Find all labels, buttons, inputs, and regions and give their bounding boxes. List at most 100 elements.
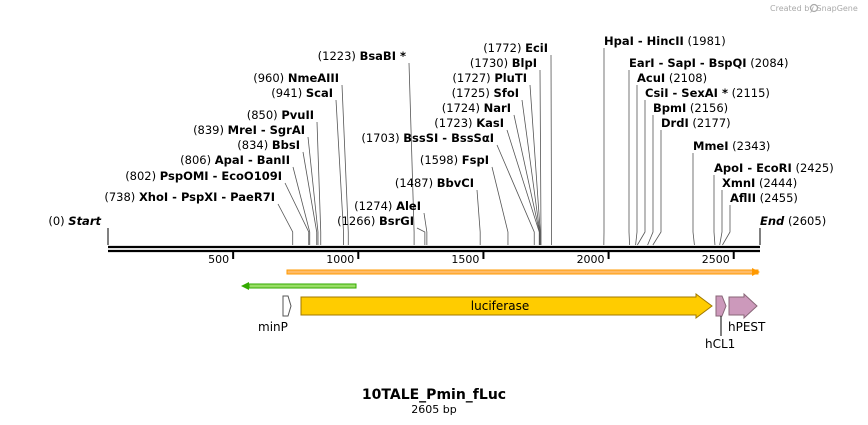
cut-site-bsssi[interactable]: (1703) BssSI - BssSαI: [361, 131, 494, 145]
cut-site-enzyme: ApoI - EcoRI: [714, 161, 792, 175]
feature-minP[interactable]: minP: [258, 295, 292, 334]
cut-site-pspomi[interactable]: (802) PspOMI - EcoO109I: [125, 169, 282, 183]
cut-site-pluti[interactable]: (1727) PluTI: [452, 71, 527, 85]
cut-site-fspi[interactable]: (1598) FspI: [420, 153, 489, 167]
cut-site-ecii[interactable]: (1772) EciI: [483, 41, 548, 55]
cut-site-alei[interactable]: (1274) AleI: [354, 199, 421, 213]
cut-site-position: (2084): [750, 56, 788, 70]
cut-site-eari[interactable]: EarI - SapI - BspQI (2084): [629, 56, 788, 70]
cut-site-position: (2605): [788, 214, 826, 228]
cut-site-position: (1724): [442, 101, 480, 115]
cut-site-leader: [713, 175, 716, 246]
cut-site-bsrgi[interactable]: (1266) BsrGI: [337, 214, 414, 228]
snapgene-credit: Created by SnapGene: [770, 4, 858, 13]
cut-site-nmeaiii[interactable]: (960) NmeAIII: [253, 71, 339, 85]
cut-site-leader: [302, 151, 318, 245]
feature-luciferase[interactable]: luciferase: [300, 293, 713, 319]
cut-site-apai[interactable]: (806) ApaI - BanII: [180, 153, 290, 167]
cut-site-enzyme: AleI: [396, 199, 421, 213]
cut-site-xmni[interactable]: XmnI (2444): [722, 176, 797, 190]
cut-site-bbsi[interactable]: (834) BbsI: [237, 138, 300, 152]
cut-site-position: (941): [271, 86, 302, 100]
cut-site-end[interactable]: End (2605): [760, 214, 826, 228]
cut-site-leader: [416, 227, 426, 245]
orf-forward[interactable]: [286, 268, 760, 276]
cut-site-position: (2343): [732, 139, 770, 153]
cut-site-enzyme: EciI: [525, 41, 548, 55]
axis-tick-label: 1500: [451, 253, 479, 266]
cut-site-blpi[interactable]: (1730) BlpI: [470, 56, 537, 70]
cut-site-leader: [692, 153, 695, 246]
cut-site-position: (850): [247, 108, 278, 122]
cut-site-position: (1274): [354, 199, 392, 213]
cut-site-labels: (0) Start(738) XhoI - PspXI - PaeR7I (802…: [48, 34, 833, 228]
cut-site-pvuii[interactable]: (850) PvuII: [247, 108, 314, 122]
cut-site-position: (1772): [483, 41, 521, 55]
cut-site-position: (1730): [470, 56, 508, 70]
cut-site-enzyme: NarI: [484, 101, 511, 115]
cut-site-mmei[interactable]: MmeI (2343): [693, 139, 770, 153]
cut-site-sfoi[interactable]: (1725) SfoI: [452, 86, 519, 100]
cut-site-position: (2115): [732, 86, 770, 100]
cut-site-mrei[interactable]: (839) MreI - SgrAI: [193, 123, 305, 137]
cut-site-position: (1981): [687, 34, 725, 48]
cut-site-position: (2455): [760, 191, 798, 205]
cut-site-xhoi[interactable]: (738) XhoI - PspXI - PaeR7I: [104, 190, 275, 204]
cut-site-scai[interactable]: (941) ScaI: [271, 86, 333, 100]
cut-site-enzyme: BsaBI *: [360, 49, 406, 63]
cut-site-aflii[interactable]: AflII (2455): [730, 191, 798, 205]
snapgene-logo-icon: [809, 3, 819, 13]
cut-site-position: (1598): [420, 153, 458, 167]
cut-site-leaders: [107, 48, 761, 246]
cut-site-enzyme: XhoI - PspXI - PaeR7I: [139, 190, 275, 204]
cut-site-leader: [284, 182, 310, 245]
cut-site-position: (1223): [318, 49, 356, 63]
cut-site-leader: [539, 69, 542, 245]
cut-site-leader: [277, 203, 294, 245]
cut-site-enzyme: End: [760, 214, 785, 228]
cut-site-leader: [423, 212, 428, 245]
orf-reverse[interactable]: [241, 282, 357, 290]
cut-site-enzyme: XmnI: [722, 176, 755, 190]
cut-site-position: (2156): [690, 101, 728, 115]
cut-site-drdi[interactable]: DrdI (2177): [661, 116, 731, 130]
cut-site-leader: [529, 84, 541, 245]
feature-label-luciferase: luciferase: [471, 299, 529, 313]
cut-site-enzyme: KasI: [476, 116, 504, 130]
axis-tick-label: 2500: [702, 253, 730, 266]
map-title: 10TALE_Pmin_fLuc: [362, 387, 506, 403]
feature-hPEST[interactable]: hPEST: [728, 292, 766, 334]
axis-tick-label: 500: [208, 253, 229, 266]
sequence-backbone: [108, 245, 760, 253]
cut-site-leader: [521, 99, 541, 245]
cut-site-enzyme: ScaI: [306, 86, 333, 100]
cut-site-bsabi[interactable]: (1223) BsaBI *: [318, 49, 406, 63]
cut-site-leader: [307, 136, 319, 245]
cut-site-position: (802): [125, 169, 156, 183]
cut-site-enzyme: BbsI: [272, 138, 300, 152]
feature-hCL1[interactable]: hCL1: [705, 295, 735, 351]
ruler-axis: 500 1000 1500 2000 2500: [208, 252, 735, 266]
feature-label-hcl1: hCL1: [705, 337, 735, 351]
cut-site-bbvci[interactable]: (1487) BbvCI: [395, 176, 474, 190]
cut-site-kasi[interactable]: (1723) KasI: [434, 116, 504, 130]
cut-site-bpmi[interactable]: BpmI (2156): [653, 101, 728, 115]
cut-site-position: (1266): [337, 214, 375, 228]
cut-site-enzyme: PvuII: [281, 108, 314, 122]
cut-site-csii[interactable]: CsiI - SexAI * (2115): [645, 86, 770, 100]
cut-site-leader: [292, 166, 311, 245]
cut-site-nari[interactable]: (1724) NarI: [442, 101, 511, 115]
cut-site-leader: [496, 144, 535, 245]
cut-site-leader: [335, 99, 344, 245]
cut-site-enzyme: AcuI: [637, 71, 665, 85]
cut-site-enzyme: NmeAIII: [288, 71, 339, 85]
cut-site-hpai[interactable]: HpaI - HincII (1981): [604, 34, 726, 48]
cut-site-acui[interactable]: AcuI (2108): [637, 71, 707, 85]
cut-site-start[interactable]: (0) Start: [48, 214, 101, 228]
cut-site-leader: [476, 189, 481, 245]
cut-site-enzyme: Start: [68, 214, 101, 228]
cut-site-apoi[interactable]: ApoI - EcoRI (2425): [714, 161, 834, 175]
cut-site-leader: [652, 130, 662, 246]
axis-tick-label: 2000: [577, 253, 605, 266]
